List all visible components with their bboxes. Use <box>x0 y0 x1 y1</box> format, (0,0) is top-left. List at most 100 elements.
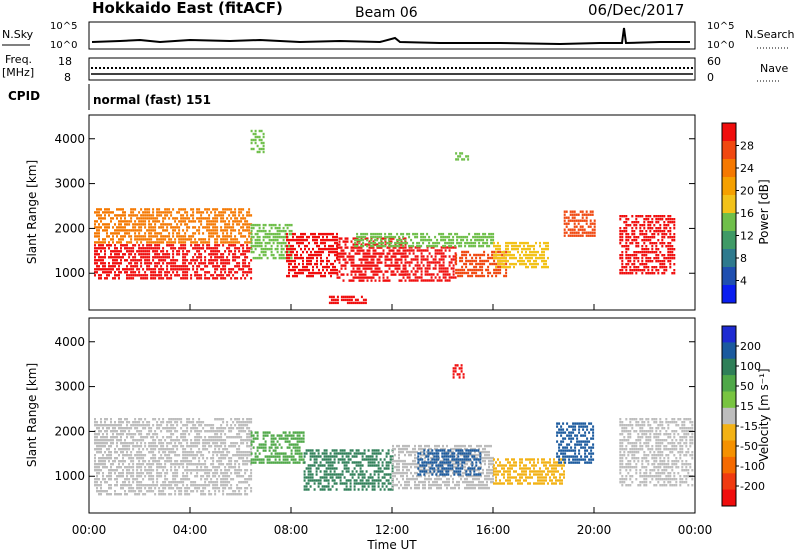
data-cell <box>351 473 354 476</box>
data-cell <box>128 478 131 481</box>
data-cell <box>178 253 181 256</box>
data-cell <box>474 232 477 236</box>
data-cell <box>288 434 291 437</box>
data-cell <box>448 276 451 279</box>
data-cell <box>343 461 346 464</box>
data-cell <box>166 484 169 487</box>
data-cell <box>272 455 275 458</box>
data-cell <box>416 232 419 236</box>
data-cell <box>635 242 638 245</box>
data-cell <box>651 272 654 275</box>
data-cell <box>475 265 478 269</box>
data-cell <box>168 262 171 265</box>
data-cell <box>110 253 112 256</box>
data-cell <box>364 267 367 270</box>
data-cell <box>144 424 147 427</box>
data-cell <box>170 274 173 277</box>
data-cell <box>218 466 221 469</box>
data-cell <box>392 255 395 258</box>
data-cell <box>106 277 108 280</box>
data-cell <box>390 235 393 239</box>
data-cell <box>307 464 310 467</box>
data-cell <box>166 430 169 433</box>
data-cell <box>625 230 628 233</box>
data-cell <box>160 241 163 244</box>
data-cell <box>230 436 233 439</box>
data-cell <box>200 220 203 223</box>
data-cell <box>442 244 445 248</box>
data-cell <box>110 487 112 490</box>
data-cell <box>124 220 126 223</box>
data-cell <box>625 227 628 230</box>
data-cell <box>148 421 151 424</box>
data-cell <box>140 229 143 232</box>
data-cell <box>345 485 348 488</box>
data-cell <box>292 235 294 239</box>
data-cell <box>126 478 128 481</box>
data-cell <box>365 488 368 491</box>
data-cell <box>396 267 399 270</box>
data-cell <box>112 439 114 442</box>
data-cell <box>517 247 519 251</box>
data-cell <box>298 452 301 455</box>
data-cell <box>319 464 322 467</box>
data-cell <box>136 493 139 496</box>
data-cell <box>284 455 287 458</box>
data-cell <box>256 446 259 449</box>
data-cell <box>120 235 122 238</box>
data-cell <box>327 482 330 485</box>
data-cell <box>365 455 368 458</box>
data-cell <box>184 490 187 493</box>
data-cell <box>294 271 296 275</box>
data-cell <box>493 271 496 275</box>
data-cell <box>390 232 393 236</box>
data-cell <box>118 223 120 226</box>
data-cell <box>216 451 219 454</box>
data-cell <box>246 241 249 244</box>
data-cell <box>491 253 494 257</box>
data-cell <box>202 241 205 244</box>
data-cell <box>327 467 330 470</box>
data-cell <box>164 223 167 226</box>
data-cell <box>148 220 151 223</box>
data-cell <box>136 421 139 424</box>
data-cell <box>132 223 135 226</box>
data-cell <box>198 274 201 277</box>
data-cell <box>319 479 322 482</box>
data-cell <box>224 229 227 232</box>
data-cell <box>132 265 135 268</box>
data-cell <box>487 271 490 275</box>
data-cell <box>198 442 201 445</box>
data-cell <box>355 461 358 464</box>
data-cell <box>400 241 403 245</box>
data-cell <box>250 454 253 457</box>
data-cell <box>486 241 489 245</box>
data-cell <box>388 241 391 245</box>
data-cell <box>298 440 301 443</box>
data-cell <box>362 264 365 267</box>
data-cell <box>252 250 255 254</box>
data-cell <box>315 479 318 482</box>
data-cell <box>230 217 233 220</box>
data-cell <box>388 238 391 242</box>
data-cell <box>527 244 529 248</box>
data-cell <box>98 214 100 217</box>
data-cell <box>322 232 324 236</box>
data-cell <box>248 427 251 430</box>
data-cell <box>250 452 253 455</box>
data-cell <box>394 258 397 261</box>
data-cell <box>623 227 626 230</box>
data-cell <box>108 265 110 268</box>
data-cell <box>100 448 102 451</box>
data-cell <box>184 457 187 460</box>
data-cell <box>461 152 464 155</box>
data-cell <box>320 247 322 251</box>
data-cell <box>344 295 347 299</box>
data-cell <box>503 253 505 257</box>
data-cell <box>378 279 381 282</box>
data-cell <box>258 147 261 151</box>
data-cell <box>194 430 197 433</box>
data-cell <box>348 301 351 305</box>
data-cell <box>663 266 666 269</box>
data-cell <box>292 250 294 254</box>
